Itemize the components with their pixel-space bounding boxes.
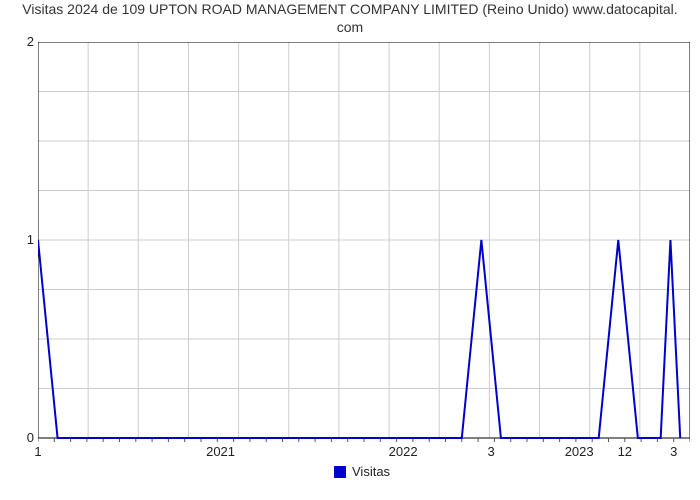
y-tick-label: 1	[20, 232, 34, 247]
x-tick-label: 1	[34, 444, 41, 459]
legend-label: Visitas	[352, 464, 390, 479]
legend: Visitas	[334, 464, 390, 479]
x-tick-label: 2023	[565, 444, 594, 459]
chart-title: Visitas 2024 de 109 UPTON ROAD MANAGEMEN…	[0, 0, 700, 36]
chart-title-line2: com	[337, 19, 363, 35]
x-tick-label: 3	[670, 444, 677, 459]
y-tick-label: 0	[20, 430, 34, 445]
chart-title-line1: Visitas 2024 de 109 UPTON ROAD MANAGEMEN…	[22, 1, 677, 17]
x-tick-label: 12	[618, 444, 632, 459]
plot-area	[38, 42, 690, 448]
chart-container: Visitas 2024 de 109 UPTON ROAD MANAGEMEN…	[0, 0, 700, 500]
x-tick-label: 3	[488, 444, 495, 459]
legend-swatch	[334, 466, 346, 478]
y-tick-label: 2	[20, 34, 34, 49]
x-tick-label: 2021	[206, 444, 235, 459]
x-tick-label: 2022	[389, 444, 418, 459]
